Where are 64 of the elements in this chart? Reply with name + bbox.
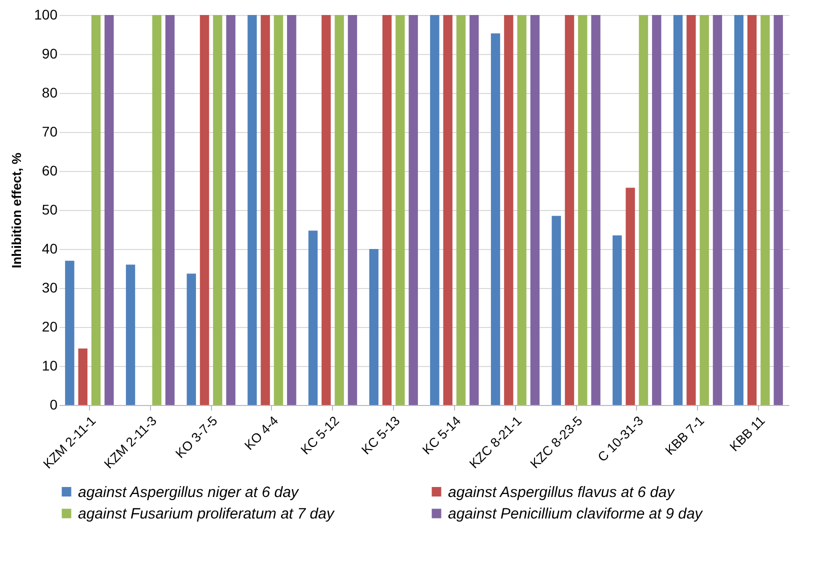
bar bbox=[760, 15, 770, 405]
bar bbox=[504, 15, 514, 405]
bar bbox=[322, 15, 331, 405]
bar bbox=[308, 230, 318, 405]
bar bbox=[747, 15, 757, 405]
bar bbox=[712, 15, 722, 405]
y-tick-label: 80 bbox=[42, 84, 58, 100]
bar bbox=[626, 188, 635, 405]
bar bbox=[260, 15, 270, 405]
bar bbox=[186, 274, 196, 405]
bar bbox=[470, 15, 479, 405]
y-axis-title: Inhibition effect, % bbox=[9, 152, 24, 268]
bar bbox=[152, 15, 162, 405]
bar bbox=[673, 15, 683, 405]
y-tick-label: 20 bbox=[42, 318, 58, 334]
bar bbox=[430, 15, 440, 405]
bar bbox=[382, 15, 392, 405]
bar bbox=[78, 348, 88, 405]
bar bbox=[700, 15, 709, 405]
bar bbox=[91, 15, 101, 405]
bar bbox=[287, 15, 296, 405]
bar bbox=[104, 15, 114, 405]
bar bbox=[517, 15, 526, 405]
bar bbox=[226, 15, 236, 405]
bar bbox=[552, 216, 561, 405]
bar bbox=[274, 15, 284, 405]
legend-label: against Fusarium proliferatum at 7 day bbox=[78, 506, 336, 522]
bar bbox=[456, 15, 466, 405]
y-tick-label: 60 bbox=[42, 162, 58, 178]
bar bbox=[248, 15, 257, 405]
y-tick-label: 90 bbox=[42, 46, 58, 62]
bar bbox=[165, 15, 175, 405]
bar bbox=[65, 260, 74, 405]
bar bbox=[530, 15, 540, 405]
legend-label: against Aspergillus niger at 6 day bbox=[78, 484, 300, 501]
y-tick-label: 0 bbox=[50, 396, 58, 412]
legend-label: against Aspergillus flavus at 6 day bbox=[448, 484, 676, 501]
y-tick-label: 30 bbox=[42, 280, 58, 296]
bar bbox=[443, 15, 452, 405]
y-tick-label: 10 bbox=[42, 358, 58, 374]
bar bbox=[126, 264, 136, 405]
bar bbox=[396, 15, 405, 405]
bar bbox=[578, 15, 588, 405]
y-tick-label: 40 bbox=[42, 240, 58, 256]
bar bbox=[213, 15, 222, 405]
bar bbox=[490, 33, 500, 405]
y-tick-label: 50 bbox=[42, 202, 58, 218]
bar bbox=[348, 15, 358, 405]
bar bbox=[612, 235, 622, 405]
bar bbox=[334, 15, 344, 405]
bar bbox=[686, 15, 696, 405]
bar bbox=[734, 15, 744, 405]
bar bbox=[638, 15, 648, 405]
y-tick-label: 100 bbox=[34, 6, 58, 22]
bar bbox=[652, 15, 662, 405]
bar bbox=[591, 15, 600, 405]
x-tick-label: KO 4-4 bbox=[241, 413, 282, 453]
bar bbox=[408, 15, 418, 405]
bar bbox=[200, 15, 210, 405]
bar bbox=[564, 15, 574, 405]
legend-label: against Penicillium claviforme at 9 day bbox=[448, 506, 704, 522]
bar bbox=[774, 15, 783, 405]
y-tick-label: 70 bbox=[42, 124, 58, 140]
bar bbox=[369, 249, 378, 405]
